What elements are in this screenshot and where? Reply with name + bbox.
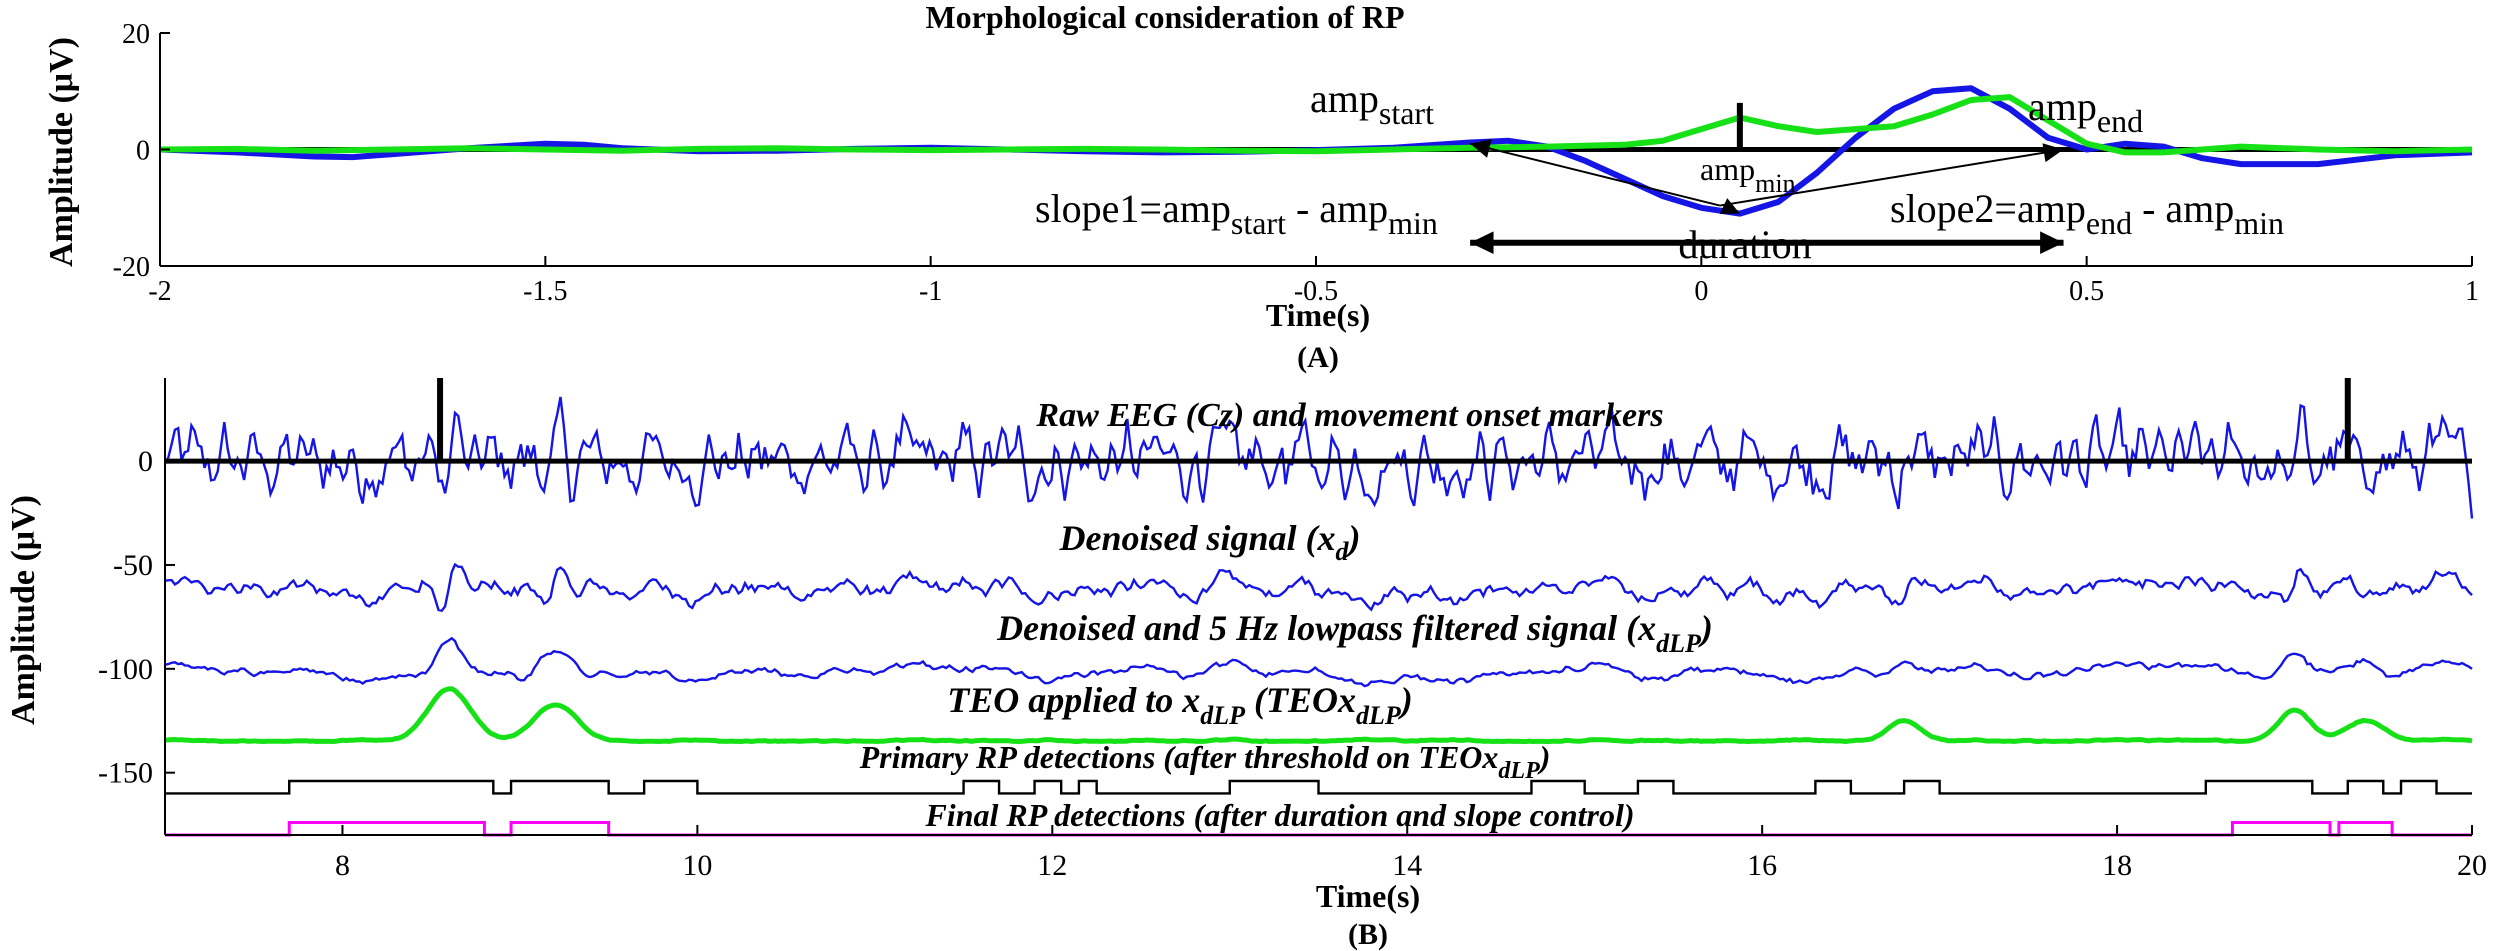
amp-min-arrowhead bbox=[1719, 198, 1740, 214]
y-tick-label: -150 bbox=[98, 757, 153, 790]
amp-start-label-sub: start bbox=[1379, 95, 1434, 131]
label-lowpass-main: Denoised and 5 Hz lowpass filtered signa… bbox=[996, 608, 1656, 648]
label-primary: Primary RP detections (after threshold o… bbox=[859, 739, 1551, 784]
panel-b: 8 10 12 14 16 18 20 0 -50 -100 -150 Raw EEG (Cz) a… bbox=[5, 378, 2487, 951]
teo-line bbox=[164, 686, 2473, 745]
label-denoised-main: Denoised signal (x bbox=[1058, 518, 1335, 558]
y-tick-label: -50 bbox=[113, 549, 153, 582]
slope1-arrowhead bbox=[1470, 139, 1492, 158]
y-tick-label: -100 bbox=[98, 653, 153, 686]
y-tick-label: 20 bbox=[122, 19, 150, 50]
label-final: Final RP detections (after duration and … bbox=[924, 797, 1634, 833]
lowpass-line bbox=[164, 636, 2473, 688]
slope1-part-2: - amp bbox=[1286, 186, 1388, 231]
panel-a-plot-area bbox=[159, 85, 2473, 217]
label-denoised: Denoised signal (xd) bbox=[1058, 518, 1360, 566]
x-tick-label: -1.5 bbox=[523, 276, 567, 307]
label-primary-main: Primary RP detections (after threshold o… bbox=[859, 739, 1499, 775]
amp-end-label: ampend bbox=[2028, 84, 2143, 139]
amp-min-label-base: amp bbox=[1700, 151, 1755, 187]
y-tick-label: 0 bbox=[136, 136, 150, 167]
x-tick-label: 14 bbox=[1392, 849, 1422, 882]
slope2-label: slope2=ampend - ampmin bbox=[1890, 186, 2284, 241]
duration-label: duration bbox=[1678, 222, 1811, 267]
slope1-part-3: min bbox=[1388, 205, 1438, 241]
series-green-line bbox=[159, 94, 2473, 156]
panel-a-y-axis-label: Amplitude (μV) bbox=[43, 37, 80, 267]
slope1-label: slope1=ampstart - ampmin bbox=[1035, 186, 1438, 241]
x-tick-label: -1 bbox=[919, 276, 942, 307]
label-teo-main: TEO applied to x bbox=[947, 680, 1200, 720]
panel-a-axes: -2 -1.5 -1 -0.5 0 0.5 1 -20 0 20 bbox=[113, 19, 2479, 307]
panel-a-title: Morphological consideration of RP bbox=[925, 0, 1404, 35]
panel-b-axes: 8 10 12 14 16 18 20 0 -50 -100 -150 bbox=[98, 378, 2487, 882]
label-primary-tail: ) bbox=[1537, 739, 1551, 775]
amp-start-label: ampstart bbox=[1310, 76, 1434, 131]
x-tick-label: -2 bbox=[148, 276, 171, 307]
label-lowpass: Denoised and 5 Hz lowpass filtered signa… bbox=[996, 608, 1713, 658]
x-tick-label: 8 bbox=[335, 849, 350, 882]
panel-a-label: (A) bbox=[1297, 341, 1339, 374]
label-teo-sub: dLP bbox=[1200, 701, 1246, 730]
x-tick-label: 16 bbox=[1747, 849, 1777, 882]
slope2-part-1: end bbox=[2086, 205, 2132, 241]
x-tick-label: 12 bbox=[1037, 849, 1067, 882]
label-lowpass-sub: dLP bbox=[1656, 629, 1702, 658]
x-tick-label: 0.5 bbox=[2069, 276, 2104, 307]
slope2-part-0: slope2=amp bbox=[1890, 186, 2086, 231]
panel-a-x-axis-label: Time(s) bbox=[1266, 297, 1370, 333]
x-tick-label: 10 bbox=[682, 849, 712, 882]
x-tick-label: 18 bbox=[2102, 849, 2132, 882]
label-denoised-sub: d bbox=[1336, 537, 1350, 566]
amp-min-label: ampmin bbox=[1700, 151, 1796, 198]
slope1-part-0: slope1=amp bbox=[1035, 186, 1231, 231]
label-denoised-tail: ) bbox=[1346, 518, 1361, 558]
x-tick-label: 20 bbox=[2457, 849, 2487, 882]
slope2-arrowhead bbox=[2042, 143, 2064, 163]
panel-a: Morphological consideration of RP -2 -1.5… bbox=[43, 0, 2479, 374]
amp-min-label-sub: min bbox=[1755, 169, 1795, 198]
panel-b-y-axis-label: Amplitude (μV) bbox=[5, 495, 42, 725]
slope1-arrow bbox=[1469, 142, 1721, 207]
slope2-arrow bbox=[1719, 148, 2064, 207]
duration-arrowhead-right bbox=[2040, 231, 2064, 255]
amp-start-label-base: amp bbox=[1310, 76, 1379, 121]
x-tick-label: 1 bbox=[2465, 276, 2479, 307]
y-tick-label: 0 bbox=[138, 445, 153, 478]
label-teo-mid: (TEOx bbox=[1245, 680, 1356, 720]
slope2-part-3: min bbox=[2234, 205, 2284, 241]
panel-b-label: (B) bbox=[1348, 918, 1388, 951]
amp-end-label-base: amp bbox=[2028, 84, 2097, 129]
duration-arrowhead-left bbox=[1470, 231, 1494, 255]
label-raw-eeg: Raw EEG (Cz) and movement onset markers bbox=[1035, 397, 1663, 434]
x-tick-label: 0 bbox=[1694, 276, 1708, 307]
x-tick-label: -0.5 bbox=[1294, 276, 1338, 307]
primary-detections-line bbox=[165, 779, 2472, 795]
label-lowpass-tail: ) bbox=[1698, 608, 1713, 648]
label-primary-sub: dLP bbox=[1498, 758, 1540, 784]
label-teo: TEO applied to xdLP (TEOxdLP) bbox=[947, 680, 1413, 730]
slope1-part-1: start bbox=[1231, 205, 1286, 241]
slope2-part-2: - amp bbox=[2132, 186, 2234, 231]
label-teo-sub2: dLP bbox=[1356, 701, 1402, 730]
label-teo-tail: ) bbox=[1398, 680, 1413, 720]
denoised-line bbox=[164, 562, 2473, 613]
y-tick-label: -20 bbox=[113, 252, 150, 283]
amp-end-label-sub: end bbox=[2097, 103, 2143, 139]
panel-b-x-axis-label: Time(s) bbox=[1316, 878, 1420, 914]
